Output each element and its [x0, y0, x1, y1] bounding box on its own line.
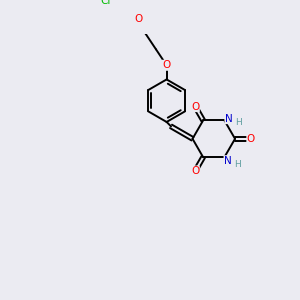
- Text: H: H: [235, 118, 242, 127]
- Text: O: O: [134, 14, 142, 24]
- Text: H: H: [234, 160, 241, 169]
- Text: O: O: [191, 102, 199, 112]
- Text: Cl: Cl: [100, 0, 111, 6]
- Text: O: O: [247, 134, 255, 144]
- Text: N: N: [225, 114, 233, 124]
- Text: O: O: [191, 166, 199, 176]
- Text: N: N: [224, 156, 232, 166]
- Text: O: O: [163, 60, 171, 70]
